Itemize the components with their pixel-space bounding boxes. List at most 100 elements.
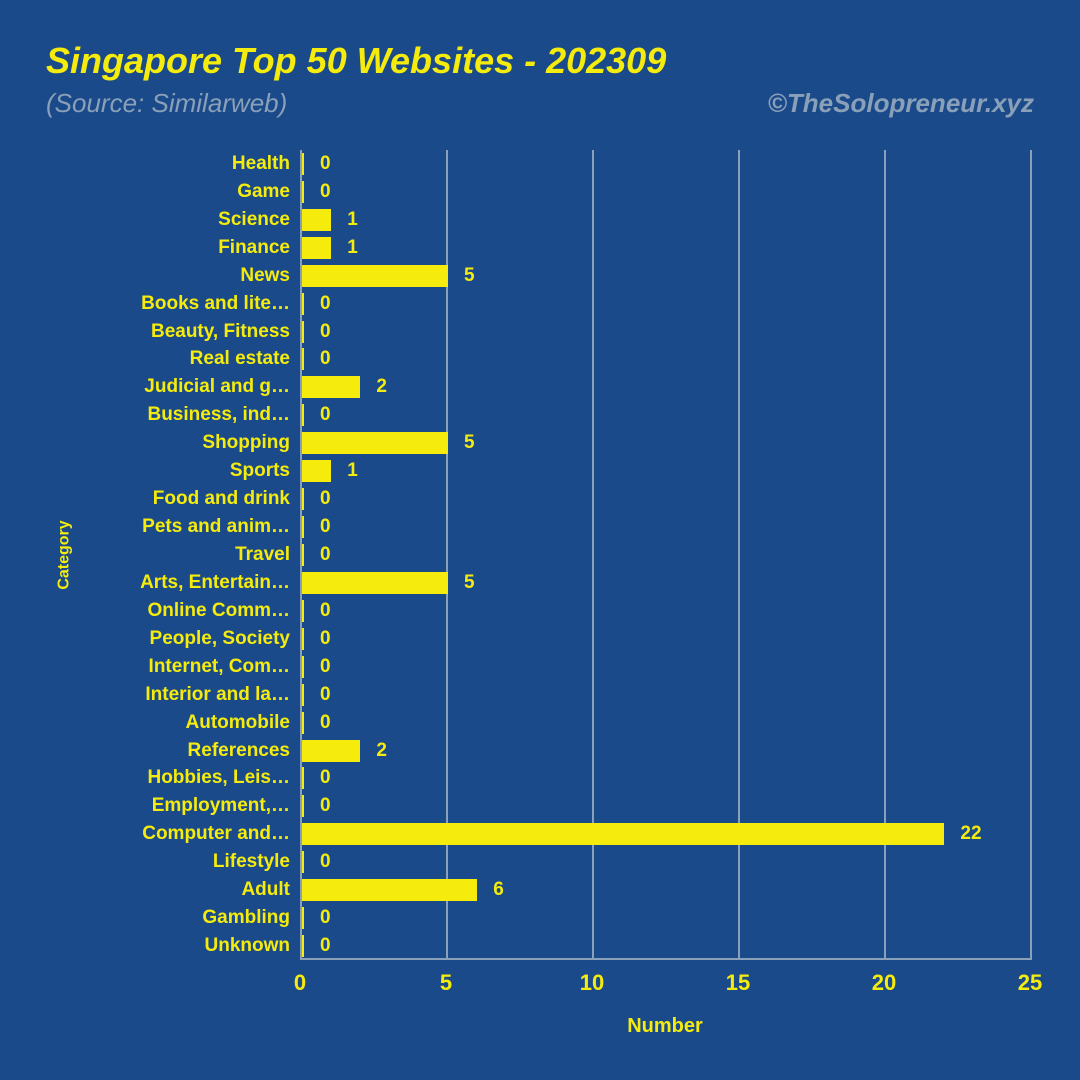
category-label: Science <box>218 209 290 231</box>
bar <box>302 795 304 817</box>
category-label: Hobbies, Leis… <box>147 767 290 789</box>
bar-row: Shopping5 <box>300 429 1030 457</box>
bar-row: People, Society0 <box>300 625 1030 653</box>
bar-row: Real estate0 <box>300 346 1030 374</box>
value-label: 5 <box>464 265 475 287</box>
value-label: 0 <box>320 767 331 789</box>
bar-row: Books and lite…0 <box>300 290 1030 318</box>
category-label: Beauty, Fitness <box>151 321 290 343</box>
value-label: 0 <box>320 321 331 343</box>
bar-row: Business, ind…0 <box>300 401 1030 429</box>
bar-row: Employment,…0 <box>300 792 1030 820</box>
chart-title: Singapore Top 50 Websites - 202309 <box>46 40 666 82</box>
bar <box>302 404 304 426</box>
bar-row: Arts, Entertain…5 <box>300 569 1030 597</box>
bar <box>302 851 304 873</box>
category-label: Finance <box>218 237 290 259</box>
grid-line <box>1030 150 1032 960</box>
bar <box>302 321 304 343</box>
bar <box>302 600 304 622</box>
x-tick-label: 10 <box>580 970 604 996</box>
category-label: Health <box>232 153 290 175</box>
bar-row: Travel0 <box>300 541 1030 569</box>
value-label: 0 <box>320 181 331 203</box>
bar <box>302 209 331 231</box>
value-label: 0 <box>320 712 331 734</box>
bar <box>302 712 304 734</box>
value-label: 0 <box>320 935 331 957</box>
bar <box>302 348 304 370</box>
value-label: 22 <box>960 823 981 845</box>
bar <box>302 628 304 650</box>
value-label: 0 <box>320 516 331 538</box>
bar <box>302 740 360 762</box>
bar-row: Unknown0 <box>300 932 1030 960</box>
value-label: 0 <box>320 600 331 622</box>
value-label: 1 <box>347 237 358 259</box>
category-label: Interior and la… <box>145 684 290 706</box>
bar-row: Lifestyle0 <box>300 848 1030 876</box>
bar-row: Online Comm…0 <box>300 597 1030 625</box>
bar <box>302 432 448 454</box>
bar-row: Computer and…22 <box>300 820 1030 848</box>
category-label: People, Society <box>150 628 290 650</box>
category-label: References <box>188 740 290 762</box>
x-tick-label: 25 <box>1018 970 1042 996</box>
x-axis-label: Number <box>627 1015 703 1038</box>
bar <box>302 265 448 287</box>
category-label: Sports <box>230 460 290 482</box>
value-label: 5 <box>464 572 475 594</box>
bar-row: Internet, Com…0 <box>300 653 1030 681</box>
category-label: Real estate <box>190 348 290 370</box>
bar-row: Finance1 <box>300 234 1030 262</box>
bar <box>302 488 304 510</box>
bar <box>302 823 944 845</box>
bar <box>302 181 304 203</box>
category-label: Travel <box>235 544 290 566</box>
bar-row: News5 <box>300 262 1030 290</box>
value-label: 6 <box>493 879 504 901</box>
value-label: 0 <box>320 153 331 175</box>
value-label: 1 <box>347 209 358 231</box>
bar-row: Gambling0 <box>300 904 1030 932</box>
plot-area: Number Category 0510152025Health0Game0Sc… <box>300 150 1030 960</box>
bar <box>302 516 304 538</box>
chart-page: Singapore Top 50 Websites - 202309 (Sour… <box>0 0 1080 1080</box>
category-label: Business, ind… <box>147 404 290 426</box>
bar-row: Health0 <box>300 150 1030 178</box>
category-label: Shopping <box>202 432 290 454</box>
bar-row: Hobbies, Leis…0 <box>300 764 1030 792</box>
bar <box>302 460 331 482</box>
value-label: 2 <box>376 740 387 762</box>
value-label: 0 <box>320 348 331 370</box>
category-label: Judicial and g… <box>144 376 290 398</box>
chart-subtitle: (Source: Similarweb) <box>46 88 287 119</box>
category-label: Online Comm… <box>147 600 290 622</box>
value-label: 0 <box>320 656 331 678</box>
bar-row: References2 <box>300 737 1030 765</box>
bar <box>302 935 304 957</box>
value-label: 0 <box>320 795 331 817</box>
bar-row: Beauty, Fitness0 <box>300 318 1030 346</box>
category-label: Adult <box>241 879 290 901</box>
value-label: 0 <box>320 544 331 566</box>
y-axis-label: Category <box>56 520 74 589</box>
value-label: 1 <box>347 460 358 482</box>
value-label: 5 <box>464 432 475 454</box>
value-label: 0 <box>320 488 331 510</box>
bar-row: Automobile0 <box>300 709 1030 737</box>
value-label: 0 <box>320 628 331 650</box>
bar <box>302 376 360 398</box>
value-label: 2 <box>376 376 387 398</box>
bar <box>302 544 304 566</box>
category-label: Books and lite… <box>141 293 290 315</box>
category-label: Internet, Com… <box>149 656 290 678</box>
bar-row: Game0 <box>300 178 1030 206</box>
bar <box>302 293 304 315</box>
bar <box>302 656 304 678</box>
bar <box>302 879 477 901</box>
x-tick-label: 15 <box>726 970 750 996</box>
category-label: Food and drink <box>153 488 290 510</box>
x-tick-label: 5 <box>440 970 452 996</box>
bar <box>302 153 304 175</box>
